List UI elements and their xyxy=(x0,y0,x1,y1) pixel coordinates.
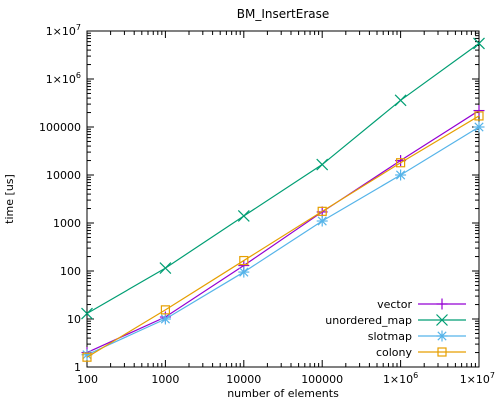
legend-label: unordered_map xyxy=(325,314,412,327)
data-point xyxy=(395,169,407,181)
series-2 xyxy=(81,121,485,361)
data-point xyxy=(237,210,250,222)
data-point xyxy=(238,266,250,278)
legend-marker xyxy=(436,298,448,310)
data-point xyxy=(396,158,406,168)
y-tick-label: 10 xyxy=(67,313,81,326)
series-3 xyxy=(82,111,484,362)
legend-marker xyxy=(437,347,447,357)
series-line xyxy=(86,115,480,358)
data-point xyxy=(239,255,249,266)
series-line xyxy=(86,110,480,354)
y-tick-label: 1×107 xyxy=(46,23,81,38)
y-tick-label: 1000 xyxy=(53,217,81,230)
data-point xyxy=(473,121,485,133)
y-tick-label: 1 xyxy=(74,361,81,374)
x-axis: 100 1000 10000 100000 1×106 1×107 xyxy=(77,31,495,386)
data-point xyxy=(316,215,328,227)
data-point xyxy=(82,352,92,362)
x-tick-label: 1000 xyxy=(151,373,179,386)
x-tick-label: 100000 xyxy=(301,373,343,386)
data-point xyxy=(473,105,485,117)
y-tick-label: 10000 xyxy=(46,169,81,182)
legend-label: vector xyxy=(377,298,412,311)
x-tick-label: 100 xyxy=(77,373,98,386)
y-tick-label: 100000 xyxy=(39,121,81,134)
y-axis-label: time [us] xyxy=(3,174,16,224)
plot-frame xyxy=(86,30,480,368)
series-line xyxy=(86,126,480,356)
x-tick-label: 1×106 xyxy=(383,371,418,386)
data-point xyxy=(474,111,484,121)
data-point xyxy=(316,158,329,171)
data-point xyxy=(394,94,407,107)
data-point xyxy=(160,305,170,315)
legend-label: colony xyxy=(376,346,413,359)
y-tick-label: 100 xyxy=(60,265,81,278)
chart-title: BM_InsertErase xyxy=(237,7,330,21)
data-point xyxy=(159,262,172,275)
legend-label: slotmap xyxy=(368,330,412,343)
series-line xyxy=(86,42,480,315)
data-point xyxy=(81,307,93,320)
series-layer xyxy=(81,37,485,362)
y-axis: 1 10 100 1000 10000 100000 1×106 1×107 xyxy=(39,23,479,374)
data-point xyxy=(317,206,327,216)
legend-marker xyxy=(436,330,448,342)
x-tick-label: 1×107 xyxy=(460,371,495,386)
data-point xyxy=(473,37,485,50)
data-point xyxy=(159,313,171,325)
x-tick-label: 10000 xyxy=(226,373,261,386)
legend-marker xyxy=(436,314,448,326)
series-1 xyxy=(81,37,485,320)
x-axis-label: number of elements xyxy=(227,387,339,400)
y-tick-label: 1×106 xyxy=(46,71,81,86)
